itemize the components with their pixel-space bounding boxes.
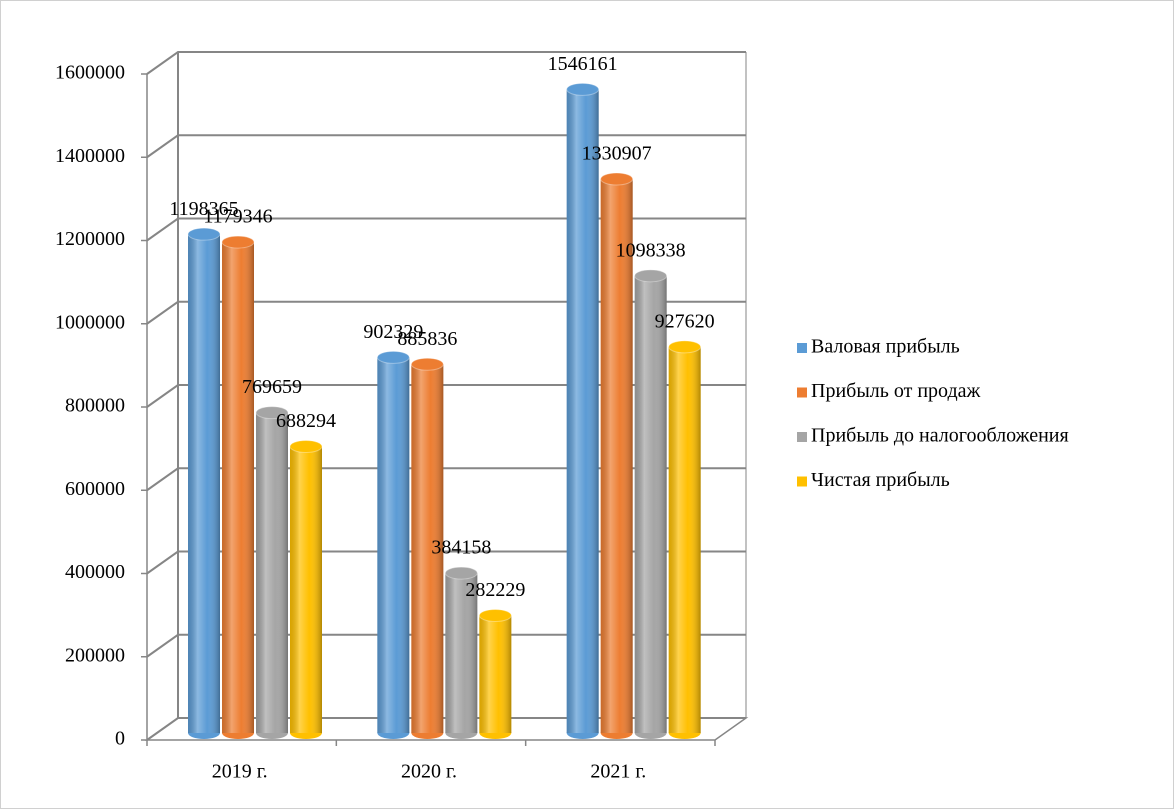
- cylinder-shade: [634, 275, 667, 733]
- y-tick-label: 400000: [65, 561, 125, 583]
- y-tick-label: 800000: [65, 395, 125, 417]
- legend-label: Чистая прибыль: [811, 469, 950, 491]
- data-label: 885836: [397, 328, 457, 350]
- y-tick-label: 0: [115, 728, 125, 750]
- grid-line: [146, 633, 746, 658]
- y-tick-label: 200000: [65, 644, 125, 666]
- data-label: 1179346: [203, 206, 272, 228]
- grid-line: [146, 467, 746, 492]
- cylinder-shade: [668, 346, 701, 733]
- legend-swatch: [797, 343, 807, 353]
- grid-line: [146, 134, 746, 159]
- y-tick-label: 1400000: [55, 145, 125, 167]
- cylinder-top: [566, 82, 600, 96]
- y-tick-label: 1000000: [55, 311, 125, 333]
- data-label: 902329: [363, 321, 423, 343]
- grid-line: [146, 51, 746, 75]
- data-label: 1330907: [582, 143, 652, 165]
- cylinder-shade: [600, 179, 633, 734]
- x-tick-label: 2019 г.: [212, 761, 268, 783]
- cylinder-shade: [222, 242, 254, 733]
- grid-line: [146, 550, 746, 575]
- cylinder-shade: [256, 412, 288, 733]
- cylinder-top: [600, 172, 634, 186]
- cylinder-top: [187, 227, 221, 241]
- grid-line: [146, 384, 746, 408]
- grid-line: [146, 217, 746, 242]
- legend-label: Прибыль до налогообложения: [811, 425, 1069, 447]
- y-tick-label: 600000: [65, 478, 125, 500]
- data-label: 927620: [655, 310, 715, 332]
- cylinder-top: [255, 406, 289, 420]
- data-label: 1098338: [616, 239, 686, 261]
- cylinder-top: [634, 269, 668, 283]
- x-tick-label: 2021 г.: [590, 761, 646, 783]
- cylinder-shade: [290, 446, 322, 733]
- cylinder-shade: [445, 573, 478, 733]
- legend-swatch: [797, 476, 807, 487]
- cylinder-top: [444, 566, 478, 580]
- data-label: 384158: [431, 537, 491, 559]
- y-tick-label: 1600000: [55, 62, 125, 84]
- y-tick-label: 1200000: [55, 228, 125, 250]
- cylinder-shade: [188, 234, 220, 733]
- legend-label: Валовая прибыль: [811, 336, 960, 358]
- legend-swatch: [797, 387, 807, 398]
- grid-line: [146, 717, 746, 741]
- legend-swatch: [797, 432, 807, 442]
- data-label: 688294: [276, 410, 336, 432]
- data-label: 769659: [242, 376, 302, 398]
- cylinder-top: [376, 350, 410, 364]
- cylinder-shade: [411, 364, 444, 733]
- legend-label: Прибыль от продаж: [811, 380, 981, 402]
- data-label: 1546161: [548, 53, 618, 75]
- x-tick-label: 2020 г.: [401, 761, 457, 783]
- cylinder-shade: [479, 615, 512, 733]
- cylinder-top: [668, 340, 702, 354]
- cylinder-shade: [377, 357, 410, 733]
- cylinder-shade: [566, 89, 599, 734]
- data-label: 1198365: [169, 198, 238, 220]
- grid-line: [146, 300, 746, 325]
- cylinder-top: [478, 609, 512, 623]
- cylinder-top: [221, 235, 255, 249]
- cylinder-top: [410, 357, 444, 371]
- cylinder-top: [289, 439, 323, 453]
- data-label: 282229: [465, 579, 525, 601]
